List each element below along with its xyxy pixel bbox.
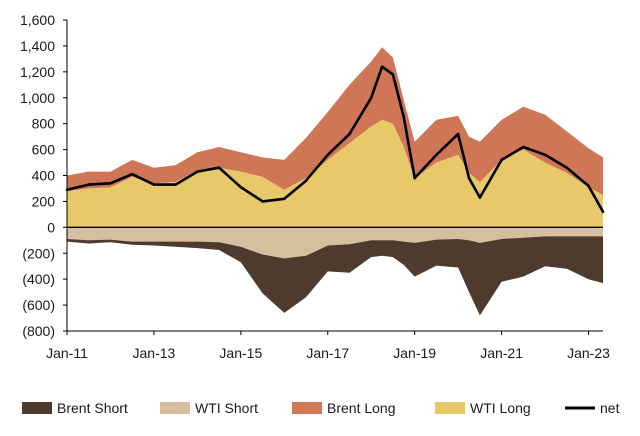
- x-tick-label: Jan-17: [306, 345, 349, 361]
- area-wti-short: [67, 227, 603, 259]
- legend-swatch-wti-short: [160, 402, 190, 414]
- net-point: [435, 153, 438, 157]
- y-tick-label: (600): [22, 297, 55, 313]
- net-point: [543, 153, 547, 157]
- y-tick-label: (400): [22, 271, 55, 287]
- plot-area: [65, 47, 605, 332]
- net-point: [402, 115, 406, 119]
- net-point: [87, 183, 90, 186]
- net-point: [500, 158, 503, 162]
- net-point: [283, 197, 286, 201]
- area-brent-short: [67, 236, 603, 316]
- net-point: [369, 96, 373, 100]
- net-point: [413, 176, 417, 180]
- net-point: [326, 153, 330, 157]
- net-point: [348, 132, 351, 136]
- area-brent-long: [67, 47, 603, 195]
- net-point: [478, 196, 482, 199]
- x-axis: Jan-11 Jan-13 Jan-15 Jan-17 Jan-19 Jan-21 Jan-…: [46, 331, 610, 361]
- net-point: [380, 65, 384, 68]
- legend-label-brent-short: Brent Short: [57, 400, 128, 416]
- net-point: [601, 210, 605, 214]
- net-point: [304, 179, 308, 182]
- area-series-group: [67, 47, 603, 316]
- net-point: [467, 176, 471, 180]
- legend-label-brent-long: Brent Long: [327, 400, 396, 416]
- y-tick-label: (800): [22, 323, 55, 339]
- y-tick-label: 200: [32, 193, 56, 209]
- net-point: [109, 182, 112, 185]
- legend-swatch-wti-long: [435, 402, 465, 414]
- net-point: [522, 145, 525, 149]
- net-point: [130, 172, 134, 176]
- y-tick-label: 600: [32, 142, 56, 158]
- legend: Brent Short WTI Short Brent Long WTI Long ne…: [22, 400, 620, 416]
- y-tick-label: 800: [32, 116, 56, 132]
- x-tick-label: Jan-19: [393, 345, 436, 361]
- area-wti-long: [67, 119, 603, 228]
- net-point: [587, 184, 590, 188]
- y-tick-label: (200): [22, 245, 55, 261]
- x-tick-label: Jan-15: [219, 345, 262, 361]
- net-point: [391, 73, 395, 76]
- legend-label-wti-long: WTI Long: [470, 400, 531, 416]
- net-point: [196, 170, 199, 173]
- x-tick-label: Jan-13: [133, 345, 176, 361]
- y-tick-label: 0: [47, 219, 55, 235]
- net-point: [261, 200, 264, 203]
- x-tick-label: Jan-11: [46, 345, 88, 361]
- legend-swatch-brent-long: [292, 402, 322, 414]
- y-tick-label: 1,000: [20, 90, 55, 106]
- y-tick-label: 1,400: [20, 38, 55, 54]
- net-point: [239, 185, 243, 189]
- y-tick-label: 1,200: [20, 64, 55, 80]
- net-point: [565, 166, 569, 169]
- net-point: [456, 132, 460, 136]
- y-tick-label: 400: [32, 168, 56, 184]
- x-tick-label: Jan-21: [480, 345, 523, 361]
- y-axis: (800) (600) (400) (200) 0 200 400 600 800 1,000 1,…: [20, 12, 68, 339]
- legend-swatch-brent-short: [22, 402, 52, 414]
- net-point: [217, 166, 221, 169]
- net-point: [174, 183, 177, 186]
- y-tick-label: 1,600: [20, 12, 55, 28]
- net-point: [152, 183, 156, 186]
- x-tick-label: Jan-23: [567, 345, 610, 361]
- net-line-group: [65, 65, 605, 214]
- legend-label-wti-short: WTI Short: [195, 400, 258, 416]
- legend-label-net: net: [600, 400, 620, 416]
